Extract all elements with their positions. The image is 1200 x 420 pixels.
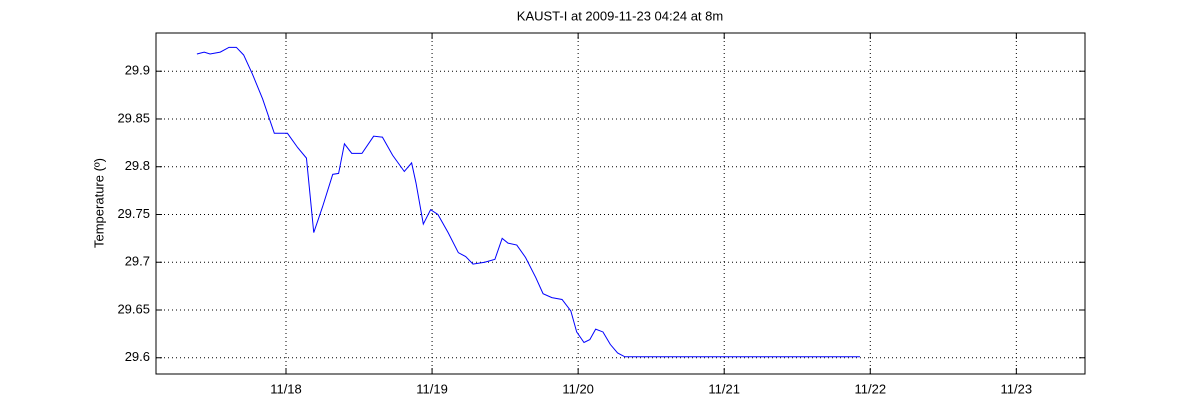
- x-tick-label: 11/23: [1001, 381, 1033, 396]
- chart-title: KAUST-I at 2009-11-23 04:24 at 8m: [517, 8, 723, 23]
- y-tick-label: 29.65: [117, 301, 150, 316]
- plot-frame: [155, 32, 1086, 375]
- data-line: [196, 46, 861, 358]
- x-tick-label: 11/18: [270, 381, 302, 396]
- y-axis-label: Temperature (º): [91, 158, 106, 248]
- y-tick-label: 29.75: [117, 206, 150, 221]
- y-tick-label: 29.85: [117, 110, 150, 125]
- x-tick-label: 11/20: [562, 381, 594, 396]
- y-tick-label: 29.8: [125, 158, 150, 173]
- y-tick-label: 29.6: [125, 349, 150, 364]
- x-tick-label: 11/19: [416, 381, 448, 396]
- y-tick-label: 29.7: [125, 254, 150, 269]
- y-tick-label: 29.9: [125, 63, 150, 78]
- x-tick-label: 11/22: [854, 381, 886, 396]
- x-tick-label: 11/21: [708, 381, 740, 396]
